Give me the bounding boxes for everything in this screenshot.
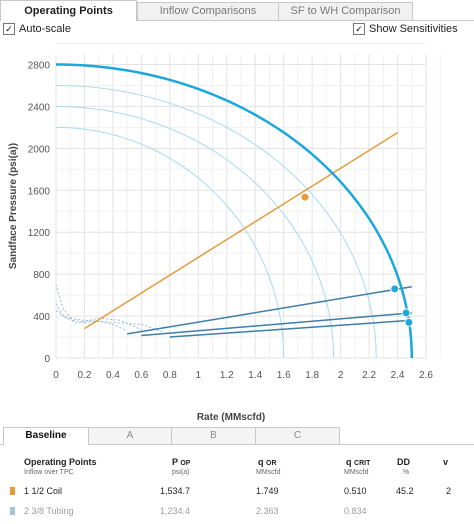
operating-point-marker xyxy=(401,308,411,318)
x-tick-label: 0.4 xyxy=(106,370,120,381)
operating-point-marker xyxy=(390,284,400,294)
tab-a[interactable]: A xyxy=(88,427,172,444)
x-tick-label: 0.2 xyxy=(78,370,92,381)
col-operating-points-header: Operating Points xyxy=(24,457,97,467)
y-tick-label: 1600 xyxy=(28,186,51,197)
operating-points-chart: 0 0.2 0.4 0.6 0.8 1 1.2 1.4 1.6 1.8 2 2.2 2.4 2.6 0 400… xyxy=(8,43,441,423)
operating-point-marker xyxy=(300,192,310,202)
top-tab-bar: Operating Points Inflow Comparisons SF t… xyxy=(0,0,474,21)
tab-sf-to-wh-comparison[interactable]: SF to WH Comparison xyxy=(278,2,413,20)
tpc-dotted-curve xyxy=(55,284,128,332)
y-tick-label: 2400 xyxy=(28,102,51,113)
tab-operating-points[interactable]: Operating Points xyxy=(0,0,137,21)
col-pop-header: P OP xyxy=(172,457,191,467)
row-swatch xyxy=(10,507,15,515)
col-dd-unit: % xyxy=(403,469,410,476)
row-name: 2 3/8 Tubing xyxy=(24,506,74,516)
show-sensitivities-checkbox[interactable]: ✓ Show Sensitivities xyxy=(353,23,458,35)
row-v: 2 xyxy=(446,486,452,496)
x-tick-label: 1.2 xyxy=(220,370,234,381)
auto-scale-checkbox[interactable]: ✓ Auto-scale xyxy=(3,23,71,35)
y-axis-label: Sandface Pressure (psi(a)) xyxy=(8,143,19,269)
col-operating-points-subheader: Inflow over TPC xyxy=(24,469,74,476)
tpc-dotted-curve xyxy=(55,310,163,333)
row-qcrit: 0.834 xyxy=(344,506,367,516)
x-tick-label: 1 xyxy=(196,370,202,381)
ipr-main-curve xyxy=(56,63,414,359)
row-pop: 1,234.4 xyxy=(160,506,191,516)
x-tick-label: 0.6 xyxy=(134,370,148,381)
y-tick-label: 0 xyxy=(44,354,50,365)
x-tick-label: 1.4 xyxy=(248,370,262,381)
y-tick-label: 1200 xyxy=(28,228,51,239)
row-qor: 2.363 xyxy=(256,506,279,516)
tpc-sensitivity-line xyxy=(141,312,412,337)
tpc-dotted-curve xyxy=(55,303,142,331)
col-qor-header: q OR xyxy=(258,457,277,467)
x-tick-label: 0 xyxy=(53,370,59,381)
row-swatch xyxy=(10,487,15,495)
x-tick-label: 1.6 xyxy=(277,370,291,381)
auto-scale-label: Auto-scale xyxy=(19,23,71,35)
operating-point-marker xyxy=(404,317,414,327)
col-pop-unit: psi(a) xyxy=(172,469,190,476)
row-qor: 1.749 xyxy=(256,486,279,496)
show-sensitivities-label: Show Sensitivities xyxy=(369,23,458,35)
x-tick-label: 0.8 xyxy=(163,370,177,381)
table-row[interactable]: 1 1/2 Coil 1,534.7 1.749 0.510 45.2 2 xyxy=(0,484,474,500)
col-qcrit-unit: MMscfd xyxy=(344,469,369,476)
x-tick-label: 2.2 xyxy=(362,370,376,381)
x-tick-label: 2 xyxy=(338,370,344,381)
ipr-sensitivity-curve xyxy=(55,84,377,359)
x-tick-label: 1.8 xyxy=(305,370,319,381)
results-tab-bar: Baseline A B C xyxy=(0,427,474,445)
y-tick-label: 2800 xyxy=(28,60,51,71)
y-tick-label: 2000 xyxy=(28,144,51,155)
tpc-main-line xyxy=(84,131,398,330)
col-v-header: v xyxy=(443,457,449,467)
x-tick-label: 2.4 xyxy=(391,370,405,381)
ipr-sensitivity-curve xyxy=(55,105,334,359)
tab-baseline[interactable]: Baseline xyxy=(3,427,89,445)
results-table: Operating Points Inflow over TPC P OP ps… xyxy=(0,448,474,524)
col-qor-unit: MMscfd xyxy=(256,469,281,476)
col-qcrit-header: q CRIT xyxy=(346,457,371,467)
tab-inflow-comparisons[interactable]: Inflow Comparisons xyxy=(137,2,279,20)
checkbox-check-icon[interactable]: ✓ xyxy=(353,23,365,35)
table-row[interactable]: 2 3/8 Tubing 1,234.4 2.363 0.834 xyxy=(0,504,474,520)
x-axis-label: Rate (MMscfd) xyxy=(197,412,265,423)
row-dd: 45.2 xyxy=(396,486,414,496)
ipr-sensitivity-curve xyxy=(56,126,285,359)
tpc-sensitivity-line xyxy=(127,285,412,335)
y-tick-label: 800 xyxy=(33,270,50,281)
checkbox-check-icon[interactable]: ✓ xyxy=(3,23,15,35)
tpc-sensitivity-line xyxy=(169,319,412,338)
row-qcrit: 0.510 xyxy=(344,486,367,496)
tab-b[interactable]: B xyxy=(171,427,256,444)
tab-c[interactable]: C xyxy=(255,427,340,444)
col-dd-header: DD xyxy=(397,457,410,467)
x-tick-label: 2.6 xyxy=(419,370,433,381)
row-pop: 1,534.7 xyxy=(160,486,191,496)
row-name: 1 1/2 Coil xyxy=(24,486,63,496)
y-tick-label: 400 xyxy=(33,312,50,323)
